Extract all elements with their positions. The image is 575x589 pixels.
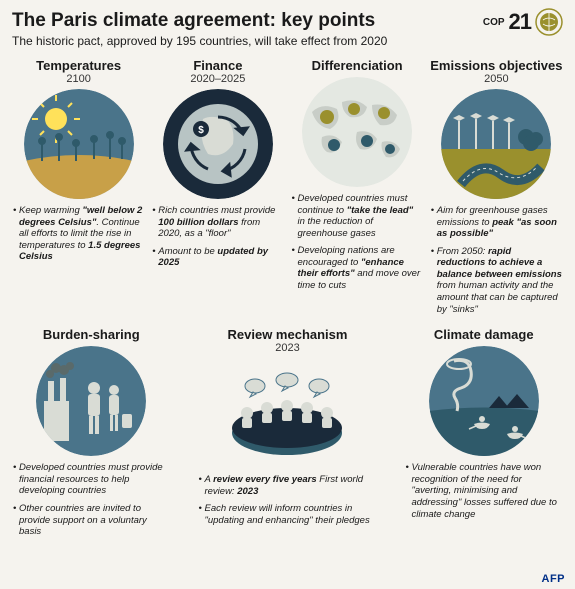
- panel-year: 2023: [275, 342, 299, 354]
- panel-finance: Finance 2020–2025 $ Rich countries must …: [151, 58, 284, 321]
- bullet: From 2050: rapid reductions to achieve a…: [431, 246, 562, 315]
- logo-num-text: 21: [509, 9, 531, 35]
- bullet: Other countries are invited to provide s…: [13, 503, 170, 538]
- bullet: Developed countries must provide financi…: [13, 462, 170, 497]
- svg-text:$: $: [198, 125, 204, 136]
- row-1: Temperatures 2100: [12, 58, 563, 321]
- panel-review: Review mechanism 2023: [177, 327, 399, 543]
- panel-differenciation: Differenciation: [291, 58, 424, 321]
- panel-emissions: Emissions objectives 2050 Aim for gr: [430, 58, 563, 321]
- temperatures-icon: [24, 89, 134, 199]
- panel-title: Emissions objectives: [430, 58, 562, 73]
- cop21-logo: COP 21: [483, 8, 563, 36]
- bullets: Aim for greenhouse gases emissions to pe…: [430, 205, 563, 321]
- panel-title: Climate damage: [434, 327, 534, 342]
- logo-cop-text: COP: [483, 17, 505, 28]
- bullet: A review every five years First world re…: [198, 474, 376, 497]
- globe-icon: [535, 8, 563, 36]
- bullets: Vulnerable countries have won recognitio…: [404, 462, 563, 526]
- damage-icon: [429, 346, 539, 456]
- panel-year: 2050: [484, 73, 508, 85]
- bullet: Vulnerable countries have won recognitio…: [405, 462, 562, 520]
- panel-burden: Burden-sharing Developed countries must …: [12, 327, 171, 543]
- panel-title: Temperatures: [36, 58, 121, 73]
- credit-afp: AFP: [542, 573, 566, 585]
- panel-title: Finance: [193, 58, 242, 73]
- bullet: Keep warming "well below 2 degrees Celsi…: [13, 205, 144, 263]
- panel-title: Review mechanism: [228, 327, 348, 342]
- bullet: Aim for greenhouse gases emissions to pe…: [431, 205, 562, 240]
- bullets: Keep warming "well below 2 degrees Celsi…: [12, 205, 145, 269]
- bullet: Rich countries must provide 100 billion …: [152, 205, 283, 240]
- emissions-icon: [441, 89, 551, 199]
- row-2: Burden-sharing Developed countries must …: [12, 327, 563, 543]
- panel-temperatures: Temperatures 2100: [12, 58, 145, 321]
- finance-icon: $: [163, 89, 273, 199]
- bullets: Developed countries must provide financi…: [12, 462, 171, 543]
- bullet: Developing nations are encouraged to "en…: [292, 245, 423, 291]
- bullets: A review every five years First world re…: [197, 474, 377, 532]
- page-subtitle: The historic pact, approved by 195 count…: [12, 34, 563, 48]
- burden-icon: [36, 346, 146, 456]
- bullets: Rich countries must provide 100 billion …: [151, 205, 284, 275]
- panel-damage: Climate damage Vulnerable countries have…: [404, 327, 563, 543]
- bullet: Amount to be updated by 2025: [152, 246, 283, 269]
- panel-title: Burden-sharing: [43, 327, 140, 342]
- panel-title: Differenciation: [312, 58, 403, 73]
- review-icon: [217, 358, 357, 468]
- panel-year: 2020–2025: [190, 73, 245, 85]
- bullet: Developed countries must continue to "ta…: [292, 193, 423, 239]
- differenciation-icon: [302, 77, 412, 187]
- page-title: The Paris climate agreement: key points: [12, 10, 563, 32]
- panel-year: 2100: [66, 73, 90, 85]
- bullet: Each review will inform countries in "up…: [198, 503, 376, 526]
- header: The Paris climate agreement: key points …: [12, 10, 563, 48]
- bullets: Developed countries must continue to "ta…: [291, 193, 424, 298]
